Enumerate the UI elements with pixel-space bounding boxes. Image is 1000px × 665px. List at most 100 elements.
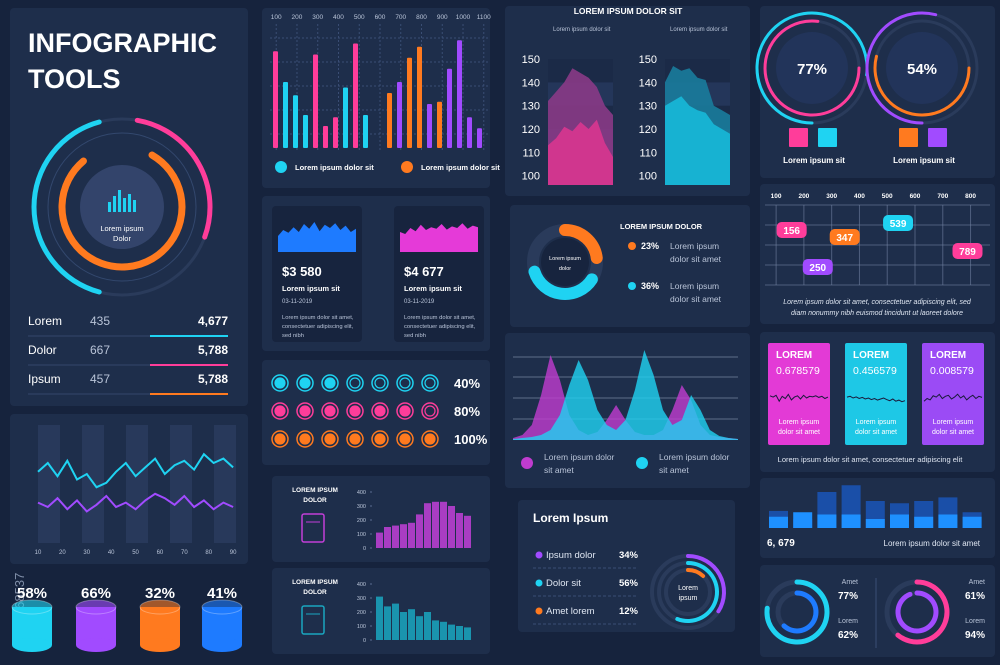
x-tick-label: 500 <box>882 193 893 200</box>
label: LOREM IPSUM <box>292 579 338 586</box>
bar <box>456 513 463 548</box>
ring-arc <box>31 119 102 295</box>
x-tick-label: 800 <box>416 14 427 21</box>
label: LOREM IPSUM DOLOR SIT <box>574 6 683 16</box>
page-title: TOOLS <box>28 64 121 94</box>
bar <box>283 82 288 148</box>
x-tick-label: 200 <box>798 193 809 200</box>
legend-dot <box>628 242 636 250</box>
bar <box>416 616 423 640</box>
cylinder-top <box>201 599 243 615</box>
x-tick-label: 40 <box>108 550 115 556</box>
x-tick-label: 400 <box>333 14 344 21</box>
ring-arc <box>895 590 939 634</box>
page-title: INFOGRAPHIC <box>28 28 217 58</box>
y-tick-label: 120 <box>639 124 657 136</box>
label: LOREM IPSUM DOLOR <box>620 222 703 231</box>
label: 94% <box>965 630 985 641</box>
dot-empty <box>374 377 386 389</box>
legend-dot <box>535 551 543 559</box>
bar <box>400 524 407 548</box>
panel <box>505 333 750 488</box>
sparkline-area <box>400 223 478 252</box>
bar <box>293 95 298 148</box>
dot-filled <box>274 433 286 445</box>
label: consectetuer adipiscing elit, <box>282 324 354 330</box>
label: dolor sit amet <box>932 429 974 436</box>
label: 32% <box>145 585 175 602</box>
bar <box>408 522 415 548</box>
label: Lorem Ipsum <box>533 511 608 525</box>
label: Lorem ipsum dolor sit amet <box>884 539 981 548</box>
label: LOREM IPSUM <box>292 487 338 494</box>
stripe <box>214 425 236 543</box>
label: 12% <box>619 606 639 617</box>
bar <box>890 514 909 528</box>
legend-label: Lorem ipsum dolor <box>659 452 730 462</box>
y-tick-label: 0 <box>363 546 366 552</box>
label: 156 <box>783 226 800 237</box>
label: 03-11-2019 <box>404 299 435 305</box>
ring-track <box>296 430 314 448</box>
label: Lorem ipsum dolor sit amet, consectetuer… <box>783 299 972 306</box>
bar <box>448 506 455 548</box>
cylinder-top <box>139 599 181 615</box>
label: Lorem ipsum sit <box>783 156 845 165</box>
bar <box>384 527 391 548</box>
dot-filled <box>299 377 311 389</box>
label: LOREM <box>930 350 966 361</box>
label: Lorem ipsum <box>856 419 897 426</box>
dot-empty <box>349 377 361 389</box>
label: 03-11-2019 <box>282 299 313 305</box>
x-tick-label: 300 <box>312 14 323 21</box>
dot-filled <box>349 405 361 417</box>
dot-empty <box>424 405 436 417</box>
legend-swatch <box>789 128 808 147</box>
x-tick-label: 50 <box>132 550 139 556</box>
area <box>665 96 730 185</box>
legend-dot <box>275 161 287 173</box>
ring-track <box>296 374 314 392</box>
value-pill <box>883 215 914 231</box>
bar <box>392 603 399 640</box>
x-tick-label: 600 <box>910 193 921 200</box>
value-pill <box>776 222 807 238</box>
label: Dolor sit <box>546 578 581 589</box>
label: Amet <box>842 579 858 586</box>
bar <box>437 101 442 148</box>
label: 61% <box>965 591 985 602</box>
label: LOREM <box>853 350 889 361</box>
bar <box>769 516 788 528</box>
card <box>845 343 907 445</box>
bar <box>400 612 407 640</box>
x-tick-label: 100 <box>771 193 782 200</box>
bar <box>363 115 368 148</box>
sparkline-area <box>278 222 356 252</box>
panel <box>760 184 995 324</box>
ring-track <box>346 430 364 448</box>
ring-track <box>271 374 289 392</box>
bar <box>387 93 392 148</box>
ring-arc <box>865 11 938 125</box>
x-tick-label: 70 <box>181 550 188 556</box>
ring-track <box>321 374 339 392</box>
percent-label: 80% <box>454 404 480 419</box>
label: Ipsum <box>28 372 61 386</box>
ring-track <box>421 402 439 420</box>
dot-filled <box>324 405 336 417</box>
ring-track <box>47 132 197 282</box>
ring-arc <box>686 568 706 578</box>
dot-filled <box>324 433 336 445</box>
x-tick-label: 60 <box>157 550 164 556</box>
ring-arc <box>763 19 861 117</box>
y-tick-label: 200 <box>357 610 366 616</box>
stripe <box>126 425 148 543</box>
label: 5,788 <box>198 372 228 386</box>
x-tick-label: 100 <box>271 14 282 21</box>
stripe <box>38 425 60 543</box>
label: DOLOR <box>303 497 327 504</box>
bar <box>938 514 958 528</box>
x-tick-label: 1100 <box>477 14 491 21</box>
label: 23% <box>641 241 659 251</box>
card <box>922 343 984 445</box>
